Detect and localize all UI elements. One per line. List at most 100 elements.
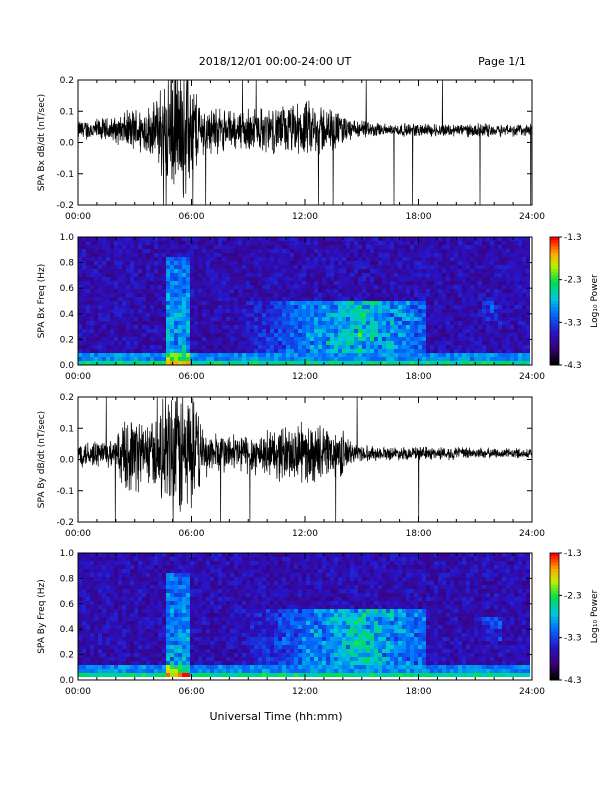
spectrogram-cell	[218, 237, 222, 241]
spectrogram-cell	[466, 333, 470, 337]
spectrogram-cell	[138, 589, 142, 593]
spectrogram-cell	[350, 325, 354, 329]
spectrogram-cell	[174, 277, 178, 281]
spectrogram-cell	[446, 301, 450, 305]
spectrogram-cell	[150, 645, 154, 649]
spectrogram-cell	[422, 309, 426, 313]
spectrogram-cell	[482, 261, 486, 265]
spectrogram-cell	[206, 557, 210, 561]
spectrogram-cell	[114, 341, 118, 345]
spectrogram-cell	[150, 589, 154, 593]
spectrogram-cell	[526, 241, 530, 245]
spectrogram-cell	[426, 317, 430, 321]
spectrogram-cell	[142, 613, 146, 617]
spectrogram-cell	[358, 289, 362, 293]
spectrogram-cell	[462, 329, 466, 333]
spectrogram-cell	[154, 585, 158, 589]
spectrogram-cell	[146, 241, 150, 245]
spectrogram-cell	[194, 253, 198, 257]
spectrogram-cell	[302, 249, 306, 253]
spectrogram-cell	[218, 561, 222, 565]
spectrogram-cell	[90, 317, 94, 321]
spectrogram-cell	[82, 329, 86, 333]
spectrogram-cell	[294, 253, 298, 257]
spectrogram-cell	[94, 357, 98, 361]
spectrogram-cell	[94, 581, 98, 585]
spectrogram-cell	[158, 617, 162, 621]
spectrogram-cell	[118, 281, 122, 285]
spectrogram-cell	[150, 261, 154, 265]
spectrogram-cell	[302, 253, 306, 257]
spectrogram-cell	[178, 569, 182, 573]
spectrogram-cell	[110, 281, 114, 285]
spectrogram-cell	[242, 253, 246, 257]
spectrogram-cell	[162, 317, 166, 321]
spectrogram-cell	[330, 253, 334, 257]
spectrogram-cell	[306, 277, 310, 281]
spectrogram-cell	[290, 253, 294, 257]
spectrogram-cell	[122, 585, 126, 589]
spectrogram-cell	[258, 269, 262, 273]
spectrogram-cell	[82, 637, 86, 641]
spectrogram-cell	[170, 613, 174, 617]
spectrogram-cell	[246, 349, 250, 353]
spectrogram-cell	[210, 565, 214, 569]
spectrogram-cell	[138, 345, 142, 349]
spectrogram-cell	[298, 329, 302, 333]
spectrogram-cell	[430, 285, 434, 289]
spectrogram-cell	[234, 361, 238, 365]
spectrogram-cell	[138, 317, 142, 321]
spectrogram-cell	[390, 301, 394, 305]
spectrogram-cell	[126, 301, 130, 305]
spectrogram-cell	[186, 649, 190, 653]
spectrogram-cell	[422, 337, 426, 341]
dbdt-trace	[77, 396, 533, 523]
spectrogram-cell	[270, 341, 274, 345]
spectrogram-cell	[306, 237, 310, 241]
spectrogram-cell	[466, 325, 470, 329]
spectrogram-cell	[206, 241, 210, 245]
spectrogram-cell	[202, 289, 206, 293]
spectrogram-cell	[202, 645, 206, 649]
spectrogram-cell	[194, 277, 198, 281]
spectrogram-cell	[222, 589, 226, 593]
spectrogram-cell	[286, 249, 290, 253]
spectrogram-cell	[322, 273, 326, 277]
spectrogram-cell	[402, 309, 406, 313]
spectrogram-cell	[338, 313, 342, 317]
spectrogram-cell	[434, 329, 438, 333]
spectrogram-cell	[386, 361, 390, 365]
spectrogram-cell	[110, 357, 114, 361]
spectrogram-cell	[406, 333, 410, 337]
spectrogram-cell	[186, 361, 190, 365]
spectrogram-cell	[86, 641, 90, 645]
spectrogram-cell	[98, 237, 102, 241]
spectrogram-cell	[342, 309, 346, 313]
spectrogram-cell	[358, 325, 362, 329]
spectrogram-cell	[426, 289, 430, 293]
spectrogram-cell	[290, 341, 294, 345]
spectrogram-cell	[210, 273, 214, 277]
spectrogram-cell	[398, 289, 402, 293]
spectrogram-cell	[418, 317, 422, 321]
spectrogram-cell	[90, 353, 94, 357]
spectrogram-cell	[298, 241, 302, 245]
spectrogram-cell	[350, 253, 354, 257]
spectrogram-cell	[374, 305, 378, 309]
spectrogram-cell	[254, 357, 258, 361]
spectrogram-cell	[122, 273, 126, 277]
spectrogram-cell	[198, 301, 202, 305]
y-tick-label: -0.2	[56, 201, 74, 211]
spectrogram-cell	[362, 333, 366, 337]
spectrogram-cell	[98, 253, 102, 257]
spectrogram-cell	[186, 581, 190, 585]
spectrogram-cell	[314, 321, 318, 325]
spectrogram-cell	[290, 345, 294, 349]
spectrogram-cell	[146, 337, 150, 341]
spectrogram-cell	[118, 593, 122, 597]
spectrogram-cell	[126, 621, 130, 625]
spectrogram-cell	[170, 321, 174, 325]
spectrogram-cell	[214, 265, 218, 269]
spectrogram-cell	[282, 289, 286, 293]
spectrogram-cell	[374, 349, 378, 353]
